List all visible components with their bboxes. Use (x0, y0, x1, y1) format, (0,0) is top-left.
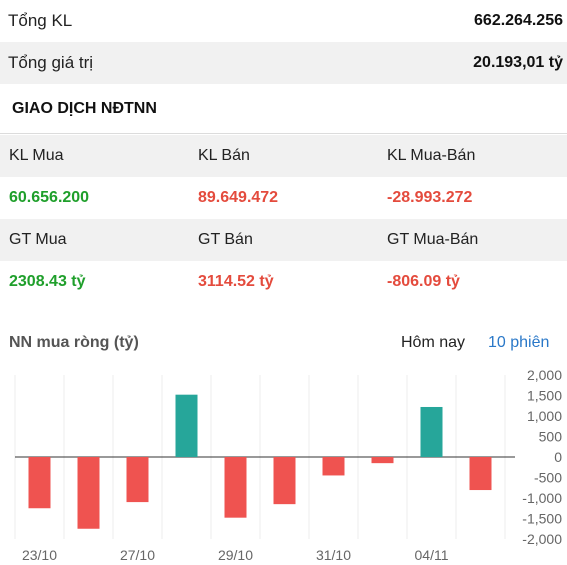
chart-header: NN mua ròng (tỷ) Hôm nay 10 phiên (0, 328, 567, 360)
kl-value-row: 60.656.200 89.649.472 -28.993.272 (0, 177, 567, 219)
kl-buy-label: KL Mua (9, 147, 64, 164)
gt-value-row: 2308.43 tỷ 3114.52 tỷ -806.09 tỷ (0, 261, 567, 303)
y-tick-label: 2,000 (527, 367, 562, 383)
bar-03-11[interactable] (371, 457, 394, 464)
kl-header-row: KL Mua KL Bán KL Mua-Bán (0, 135, 567, 177)
chart-title: NN mua ròng (tỷ) (9, 334, 139, 351)
bar-27-10[interactable] (126, 457, 149, 503)
gt-header-row: GT Mua GT Bán GT Mua-Bán (0, 219, 567, 261)
kl-sell-value: 89.649.472 (198, 189, 279, 206)
bar-04-11[interactable] (420, 406, 443, 457)
bar-28-10[interactable] (175, 394, 198, 457)
y-tick-label: -500 (534, 470, 562, 486)
x-tick-label: 27/10 (120, 547, 155, 563)
gt-sell-value: 3114.52 tỷ (198, 273, 274, 290)
bar-23-10[interactable] (28, 457, 51, 509)
kl-net-label: KL Mua-Bán (387, 147, 476, 164)
kl-net-value: -28.993.272 (387, 189, 473, 206)
y-tick-label: 1,500 (527, 388, 562, 404)
bar-31-10[interactable] (322, 457, 345, 476)
x-tick-label: 31/10 (316, 547, 351, 563)
total-volume-label: Tổng KL (8, 11, 73, 30)
bar-05-11[interactable] (469, 457, 492, 491)
total-value-row: Tổng giá trị 20.193,01 tỷ (0, 42, 567, 84)
x-tick-label: 23/10 (22, 547, 57, 563)
bar-24-10[interactable] (77, 457, 100, 529)
total-volume-value: 662.264.256 (474, 12, 563, 29)
y-tick-label: -1,000 (522, 490, 562, 506)
y-tick-label: 500 (539, 429, 563, 445)
net-buy-chart: 2,000 1,500 1,000 500 0 -500 -1,000 -1,500 -2,00… (14, 367, 563, 563)
total-value-value: 20.193,01 tỷ (473, 54, 563, 71)
gt-buy-label: GT Mua (9, 231, 67, 248)
bar-29-10[interactable] (224, 457, 247, 518)
kl-sell-label: KL Bán (198, 147, 250, 164)
y-tick-label: -1,500 (522, 511, 562, 527)
total-value-label: Tổng giá trị (8, 53, 94, 72)
section-title: GIAO DỊCH NĐTNN (0, 84, 567, 134)
gt-net-value: -806.09 tỷ (387, 273, 460, 290)
bar-30-10[interactable] (273, 457, 296, 505)
tab-10-sessions[interactable]: 10 phiên (488, 334, 550, 351)
gt-buy-value: 2308.43 tỷ (9, 273, 86, 290)
kl-buy-value: 60.656.200 (9, 189, 90, 206)
y-tick-label: -2,000 (522, 531, 562, 547)
total-volume-row: Tổng KL 662.264.256 (0, 0, 567, 42)
gt-sell-label: GT Bán (198, 231, 253, 248)
gt-net-label: GT Mua-Bán (387, 231, 479, 248)
x-tick-label: 29/10 (218, 547, 253, 563)
x-tick-label: 04/11 (415, 547, 449, 563)
y-tick-label: 1,000 (527, 408, 562, 424)
y-tick-label: 0 (554, 449, 562, 465)
tab-today[interactable]: Hôm nay (401, 334, 466, 351)
